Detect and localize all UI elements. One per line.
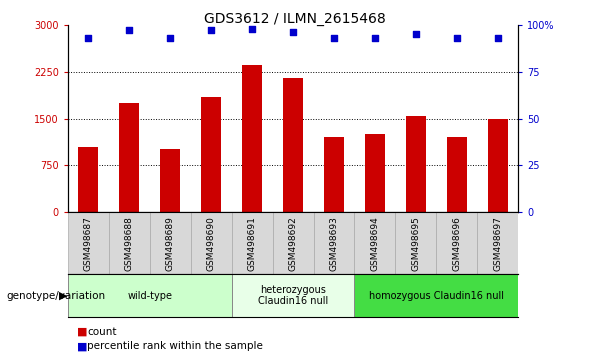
Bar [231,212,273,274]
Bar [355,274,518,317]
Text: ■: ■ [77,341,87,351]
Bar [191,212,231,274]
Point [247,26,257,32]
Text: GSM498690: GSM498690 [207,216,216,271]
Bar [324,137,344,212]
Bar [283,78,303,212]
Text: count: count [87,327,117,337]
Text: GSM498697: GSM498697 [494,216,502,271]
Bar [119,103,140,212]
Bar [68,212,109,274]
Bar [488,119,508,212]
Text: homozygous Claudin16 null: homozygous Claudin16 null [369,291,504,301]
Bar [365,134,385,212]
Bar [242,65,262,212]
Text: GSM498691: GSM498691 [247,216,257,271]
Bar [313,212,355,274]
Bar [201,97,221,212]
Bar [355,212,395,274]
Text: percentile rank within the sample: percentile rank within the sample [87,341,263,351]
Text: GSM498689: GSM498689 [166,216,175,271]
Bar [68,274,231,317]
Text: ■: ■ [77,327,87,337]
Point [289,29,298,35]
Text: GSM498694: GSM498694 [370,216,379,271]
Point [166,35,175,41]
Bar [231,274,355,317]
Point [411,31,421,37]
Point [370,35,380,41]
Bar [406,116,426,212]
Point [329,35,339,41]
Text: GSM498692: GSM498692 [289,216,297,271]
Text: GSM498688: GSM498688 [125,216,134,271]
Bar [160,149,180,212]
Text: GSM498695: GSM498695 [411,216,421,271]
Text: heterozygous
Claudin16 null: heterozygous Claudin16 null [258,285,328,307]
Text: GSM498687: GSM498687 [84,216,92,271]
Bar [78,147,98,212]
Text: genotype/variation: genotype/variation [6,291,105,301]
Point [124,28,134,33]
Bar [273,212,313,274]
Point [452,35,462,41]
Point [493,35,502,41]
Bar [395,212,436,274]
Text: GSM498693: GSM498693 [329,216,339,271]
Bar [477,212,518,274]
Text: GDS3612 / ILMN_2615468: GDS3612 / ILMN_2615468 [204,12,385,27]
Text: ▶: ▶ [59,291,67,301]
Bar [109,212,150,274]
Text: wild-type: wild-type [127,291,172,301]
Bar [150,212,191,274]
Bar [436,212,477,274]
Text: GSM498696: GSM498696 [452,216,461,271]
Bar [446,137,467,212]
Point [206,28,216,33]
Point [84,35,93,41]
